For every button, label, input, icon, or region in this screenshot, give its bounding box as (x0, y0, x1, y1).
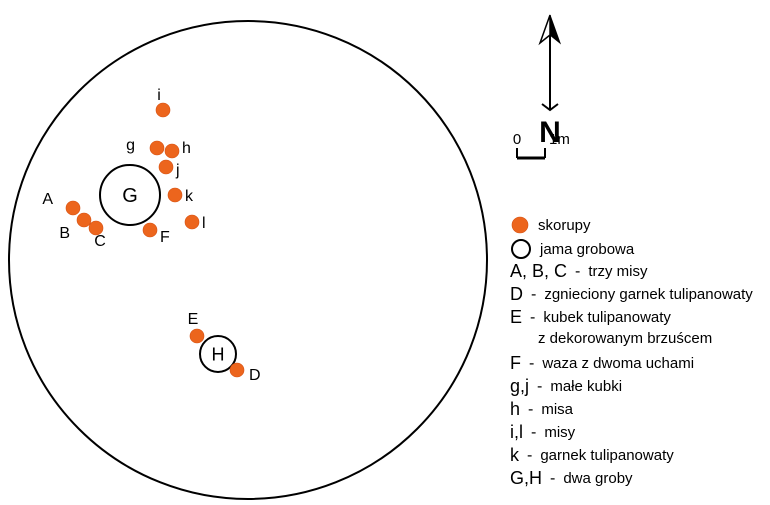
legend-row: F-waza z dwoma uchami (510, 353, 694, 374)
legend-row: D-zgnieciony garnek tulipanowaty (510, 284, 753, 305)
sherd-point (156, 103, 170, 117)
legend-row: G,H-dwa groby (510, 468, 633, 489)
sherd-point (159, 160, 173, 174)
sherd-point (165, 144, 179, 158)
legend-key-text: G,H (510, 468, 542, 489)
legend-desc: garnek tulipanowaty (540, 447, 673, 464)
grave-label: G (122, 185, 138, 207)
legend-desc: małe kubki (550, 378, 622, 395)
sherd-label: k (185, 188, 194, 205)
grave-label: H (212, 344, 225, 364)
legend-row: E-kubek tulipanowaty (510, 307, 671, 328)
legend-row: g,j-małe kubki (510, 376, 622, 397)
legend-desc: trzy misy (588, 263, 647, 280)
legend-desc: dwa groby (563, 470, 632, 487)
sherd-label: l (202, 215, 206, 232)
legend-dash: - (531, 424, 536, 442)
sherd-label: i (157, 87, 161, 104)
legend-dash: - (575, 263, 580, 281)
legend-desc: zgnieciony garnek tulipanowaty (544, 286, 752, 303)
sherd-point (66, 201, 80, 215)
sherd-label: B (59, 225, 70, 242)
sherd-point (185, 215, 199, 229)
sherd-point (77, 213, 91, 227)
legend-desc: jama grobowa (540, 241, 634, 258)
legend-desc: z dekorowanym brzuścem (538, 330, 712, 347)
legend-row: skorupy (510, 215, 591, 235)
diagram-stage: GHighjklABCFEDN01m skorupyjama grobowaA,… (0, 0, 770, 505)
sherd-label: h (182, 140, 191, 157)
sherd-label: E (188, 311, 199, 328)
sherd-point (230, 363, 244, 377)
legend-desc: skorupy (538, 217, 591, 234)
legend-desc: misy (544, 424, 575, 441)
legend-row: i,l-misy (510, 422, 575, 443)
legend-dash: - (528, 401, 533, 419)
legend-key-text: F (510, 353, 521, 374)
scale-label-0: 0 (513, 131, 521, 148)
sherd-point (168, 188, 182, 202)
sherd-label: A (42, 191, 53, 208)
legend-dash: - (529, 355, 534, 373)
legend-dot-icon (510, 215, 530, 235)
diagram-svg: GHighjklABCFEDN01m (0, 0, 770, 505)
legend-key-text: A, B, C (510, 261, 567, 282)
legend-dash: - (527, 447, 532, 465)
legend-dash: - (550, 470, 555, 488)
legend-row-cont: z dekorowanym brzuścem (538, 330, 712, 347)
legend-key-text: h (510, 399, 520, 420)
legend-dash: - (537, 378, 542, 396)
legend-key-text: k (510, 445, 519, 466)
legend-row: jama grobowa (510, 238, 634, 260)
sherd-label: C (94, 233, 106, 250)
north-arrow: N (539, 15, 561, 149)
legend-desc: misa (541, 401, 573, 418)
sherd-label: j (175, 162, 180, 179)
sherd-point (190, 329, 204, 343)
legend-row: h-misa (510, 399, 573, 420)
legend-key-text: D (510, 284, 523, 305)
sherd-label: D (249, 367, 261, 384)
legend-dash: - (530, 309, 535, 327)
legend-key-text: i,l (510, 422, 523, 443)
legend-dash: - (531, 286, 536, 304)
legend-key-text: E (510, 307, 522, 328)
outer-boundary-circle (9, 21, 487, 499)
sherd-point (143, 223, 157, 237)
scale-label-1m: 1m (549, 131, 570, 148)
sherd-point (150, 141, 164, 155)
legend-desc: waza z dwoma uchami (542, 355, 694, 372)
legend-row: k-garnek tulipanowaty (510, 445, 674, 466)
sherd-label: g (126, 137, 135, 154)
sherd-label: F (160, 229, 170, 246)
legend-desc: kubek tulipanowaty (543, 309, 671, 326)
legend-row: A, B, C-trzy misy (510, 261, 648, 282)
legend-key-text: g,j (510, 376, 529, 397)
legend-grave-icon (510, 238, 532, 260)
